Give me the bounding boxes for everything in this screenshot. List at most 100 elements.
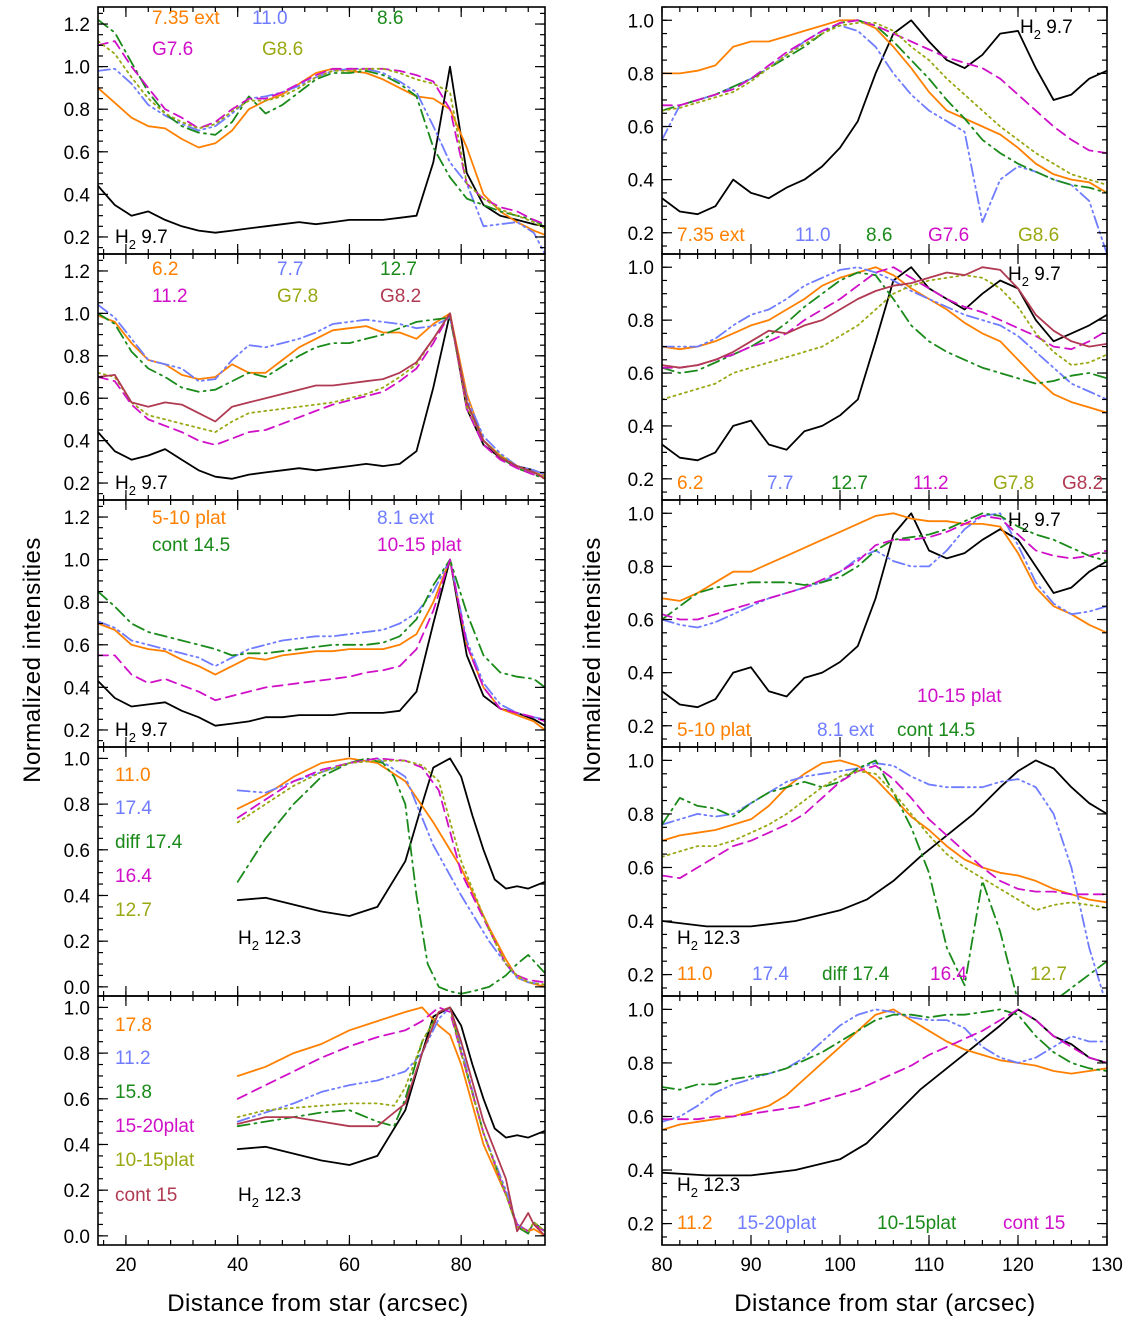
panels-group: 0.2 0.4 0.6 0.8 1.0 1.2 H2 9.7 7.35 ext 11.0 8.6 G… <box>64 6 1123 1276</box>
series-line-h2-9.7 <box>98 312 545 480</box>
series-label: 11.2 <box>152 286 188 307</box>
x-tick-label: 100 <box>824 1255 856 1276</box>
x-axis-title-left: Distance from star (arcsec) <box>167 1290 469 1317</box>
series-label: 7.35 ext <box>677 225 745 246</box>
y-tick-label: 0.2 <box>628 1215 654 1236</box>
y-tick-label: 1.0 <box>64 551 90 572</box>
series-group <box>662 1008 1107 1177</box>
series-line-15-20plat <box>236 1006 545 1233</box>
y-tick-label: 0.6 <box>64 389 90 410</box>
y-tick-label: 0.6 <box>628 364 654 385</box>
y-tick-label: 0.2 <box>64 721 90 742</box>
series-label: H2 9.7 <box>1020 17 1073 42</box>
series-line-12.7 <box>662 271 1107 385</box>
plot-frame <box>661 6 1108 255</box>
y-tick-label: 1.0 <box>64 304 90 325</box>
x-tick-label: 130 <box>1091 1255 1123 1276</box>
series-line-h2-9.7 <box>98 65 545 234</box>
y-tick-label: 0.2 <box>64 474 90 495</box>
series-label: H2 9.7 <box>1008 510 1061 535</box>
series-label: G7.8 <box>277 286 318 307</box>
series-label: 12.7 <box>380 259 417 280</box>
series-line-10-15-plat <box>662 515 1107 621</box>
series-label: G8.6 <box>1018 225 1059 246</box>
y-tick-label: 0.8 <box>64 347 90 368</box>
series-line-7.35-ext <box>662 19 1107 194</box>
y-tick-label: 0.0 <box>64 978 90 999</box>
plot-frame <box>97 995 546 1246</box>
series-label: cont 15 <box>1003 1213 1065 1234</box>
series-line-6.2 <box>662 266 1107 414</box>
series-label: diff 17.4 <box>115 832 183 853</box>
plot-frame <box>661 995 1108 1246</box>
series-group <box>662 759 1107 996</box>
series-label: 7.7 <box>277 259 303 280</box>
series-group <box>236 757 545 995</box>
series-line-17.4 <box>662 762 1105 996</box>
y-tick-label: 1.0 <box>628 1000 654 1021</box>
series-label: H2 12.3 <box>677 928 740 953</box>
series-label: 6.2 <box>677 473 703 494</box>
series-label: 5-10 plat <box>677 720 752 741</box>
series-label: 8.1 ext <box>377 508 435 529</box>
y-tick-label: 0.8 <box>628 311 654 332</box>
y-tick-label: 0.2 <box>64 228 90 249</box>
x-tick-label: 40 <box>227 1255 248 1276</box>
panel-left-5: 0.0 0.2 0.4 0.6 0.8 1.0 20 40 60 80 H2 12.3 17.8 11.… <box>64 995 546 1276</box>
y-tick-label: 0.6 <box>64 841 90 862</box>
y-tick-label: 1.2 <box>64 262 90 283</box>
series-label: 11.2 <box>115 1048 151 1069</box>
series-label: H2 9.7 <box>1008 264 1061 289</box>
series-label: 5-10 plat <box>152 508 227 529</box>
series-group <box>98 303 545 480</box>
series-label: G8.2 <box>380 286 421 307</box>
y-tick-label: 1.0 <box>628 11 654 32</box>
series-label: H2 12.3 <box>238 928 301 953</box>
series-line-11.2 <box>662 266 1107 369</box>
series-group <box>236 1006 545 1237</box>
plot-frame <box>661 746 1108 997</box>
series-label: 8.6 <box>866 225 892 246</box>
series-line-g7.8 <box>98 312 545 478</box>
series-line-8.6 <box>662 19 1107 194</box>
series-group <box>98 18 545 254</box>
series-line-8.1-ext <box>98 558 545 721</box>
series-label: 12.7 <box>831 473 868 494</box>
series-line-cont-14.5 <box>662 512 1107 621</box>
panel-right-5: 0.2 0.4 0.6 0.8 1.0 80 90 100 110 120 130 H2 12.3 11… <box>628 995 1123 1276</box>
series-line-12.7 <box>236 759 545 986</box>
series-label: diff 17.4 <box>822 964 890 985</box>
y-tick-label: 0.8 <box>628 64 654 85</box>
y-tick-label: 0.8 <box>628 805 654 826</box>
y-tick-label: 1.0 <box>64 998 90 1019</box>
y-tick-label: 0.8 <box>628 1054 654 1075</box>
series-group <box>98 558 545 731</box>
series-label: 10-15plat <box>877 1213 957 1234</box>
series-line-h2-12.3 <box>236 757 545 917</box>
x-tick-label: 60 <box>339 1255 360 1276</box>
panel-left-4: 0.0 0.2 0.4 0.6 0.8 1.0 H2 12.3 11.0 17.4 diff 17… <box>64 746 546 999</box>
y-tick-label: 0.2 <box>628 470 654 491</box>
y-tick-label: 0.8 <box>64 100 90 121</box>
series-label: 7.7 <box>767 473 793 494</box>
series-line-11.0 <box>662 24 1107 254</box>
y-tick-label: 0.6 <box>64 636 90 657</box>
series-label: 15.8 <box>115 1082 152 1103</box>
series-line-11.0 <box>662 759 1107 904</box>
panel-left-3: 0.2 0.4 0.6 0.8 1.0 1.2 H2 9.7 5-10 plat 8.1 ext… <box>64 499 546 748</box>
series-line-16.4 <box>662 764 1107 896</box>
plot-frame <box>661 253 1108 501</box>
y-tick-label: 1.2 <box>64 15 90 36</box>
y-tick-label: 0.4 <box>64 1135 91 1156</box>
series-label: G8.2 <box>1062 473 1103 494</box>
plot-frame <box>97 746 546 997</box>
series-line-g8.2 <box>662 266 1107 369</box>
series-line-g7.8 <box>662 274 1107 401</box>
plot-frame <box>661 499 1108 748</box>
y-tick-label: 0.4 <box>628 664 655 685</box>
y-tick-label: 0.6 <box>64 1090 90 1111</box>
series-label: 10-15plat <box>115 1150 195 1171</box>
series-line-11.2 <box>98 312 545 478</box>
series-line-h2-9.7 <box>662 512 1107 709</box>
